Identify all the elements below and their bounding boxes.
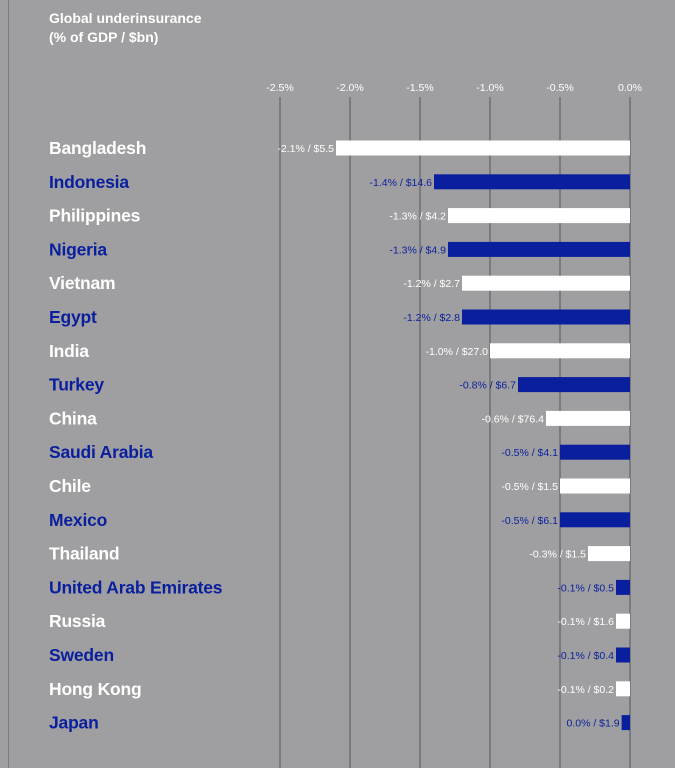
category-label: Russia xyxy=(49,611,106,631)
data-label: -0.5% / $4.1 xyxy=(501,447,558,459)
left-border-rule xyxy=(8,0,9,768)
bar xyxy=(621,715,630,731)
bar xyxy=(490,343,630,359)
category-label: Turkey xyxy=(49,375,104,395)
data-label: -0.8% / $6.7 xyxy=(459,380,516,392)
category-label: India xyxy=(49,341,89,361)
data-labels: -2.1% / $5.5 -1.4% / $14.6 -1.3% / $4.2 -1.… xyxy=(277,143,619,730)
bar xyxy=(588,546,630,562)
data-label: -0.5% / $6.1 xyxy=(501,515,558,527)
bar xyxy=(448,241,630,257)
data-label: -2.1% / $5.5 xyxy=(277,143,334,155)
chart-title: Global underinsurance (% of GDP / $bn) xyxy=(49,10,202,45)
category-label: Mexico xyxy=(49,510,107,530)
x-tick-label: -0.5% xyxy=(546,82,573,94)
data-label: -1.4% / $14.6 xyxy=(370,177,433,189)
data-label: -1.2% / $2.7 xyxy=(403,278,460,290)
bars xyxy=(336,140,630,731)
bar xyxy=(336,140,630,156)
category-label: Thailand xyxy=(49,544,119,564)
bar xyxy=(560,478,630,494)
bar xyxy=(462,275,630,291)
bar xyxy=(560,512,630,528)
category-label: United Arab Emirates xyxy=(49,577,223,597)
category-label: Vietnam xyxy=(49,273,115,293)
bar xyxy=(546,410,630,426)
bar xyxy=(434,174,630,190)
data-label: 0.0% / $1.9 xyxy=(566,718,619,730)
data-label: -1.3% / $4.2 xyxy=(389,211,446,223)
bar xyxy=(448,208,630,224)
category-label: Indonesia xyxy=(49,172,129,192)
category-label: Bangladesh xyxy=(49,138,146,158)
data-label: -1.2% / $2.8 xyxy=(403,312,460,324)
category-label: Saudi Arabia xyxy=(49,442,153,462)
x-tick-label: -2.5% xyxy=(266,82,293,94)
category-label: Japan xyxy=(49,713,99,733)
data-label: -0.3% / $1.5 xyxy=(529,549,586,561)
category-label: China xyxy=(49,408,97,428)
bar xyxy=(560,444,630,460)
category-label: Philippines xyxy=(49,206,141,226)
category-label: Hong Kong xyxy=(49,679,141,699)
data-label: -0.1% / $0.5 xyxy=(557,582,614,594)
bar xyxy=(616,681,630,697)
category-label: Sweden xyxy=(49,645,114,665)
data-label: -0.1% / $0.4 xyxy=(557,650,614,662)
category-label: Nigeria xyxy=(49,239,107,259)
data-label: -1.3% / $4.9 xyxy=(389,244,446,256)
category-labels: Bangladesh Indonesia Philippines Nigeria Vie… xyxy=(49,138,223,733)
gridlines xyxy=(279,97,631,768)
bar xyxy=(616,647,630,663)
data-label: -0.1% / $0.2 xyxy=(557,684,614,696)
bar xyxy=(518,377,630,393)
x-tick-label: 0.0% xyxy=(618,82,642,94)
x-tick-label: -2.0% xyxy=(336,82,363,94)
data-label: -0.6% / $76.4 xyxy=(482,413,545,425)
data-label: -0.5% / $1.5 xyxy=(501,481,558,493)
x-tick-label: -1.0% xyxy=(476,82,503,94)
category-label: Egypt xyxy=(49,307,97,327)
data-label: -0.1% / $1.6 xyxy=(557,616,614,628)
bar xyxy=(616,579,630,595)
bar xyxy=(616,613,630,629)
category-label: Chile xyxy=(49,476,91,496)
data-label: -1.0% / $27.0 xyxy=(426,346,489,358)
x-tick-label: -1.5% xyxy=(406,82,433,94)
x-axis-tick-labels: -2.5% -2.0% -1.5% -1.0% -0.5% 0.0% xyxy=(266,82,642,94)
bar xyxy=(462,309,630,325)
